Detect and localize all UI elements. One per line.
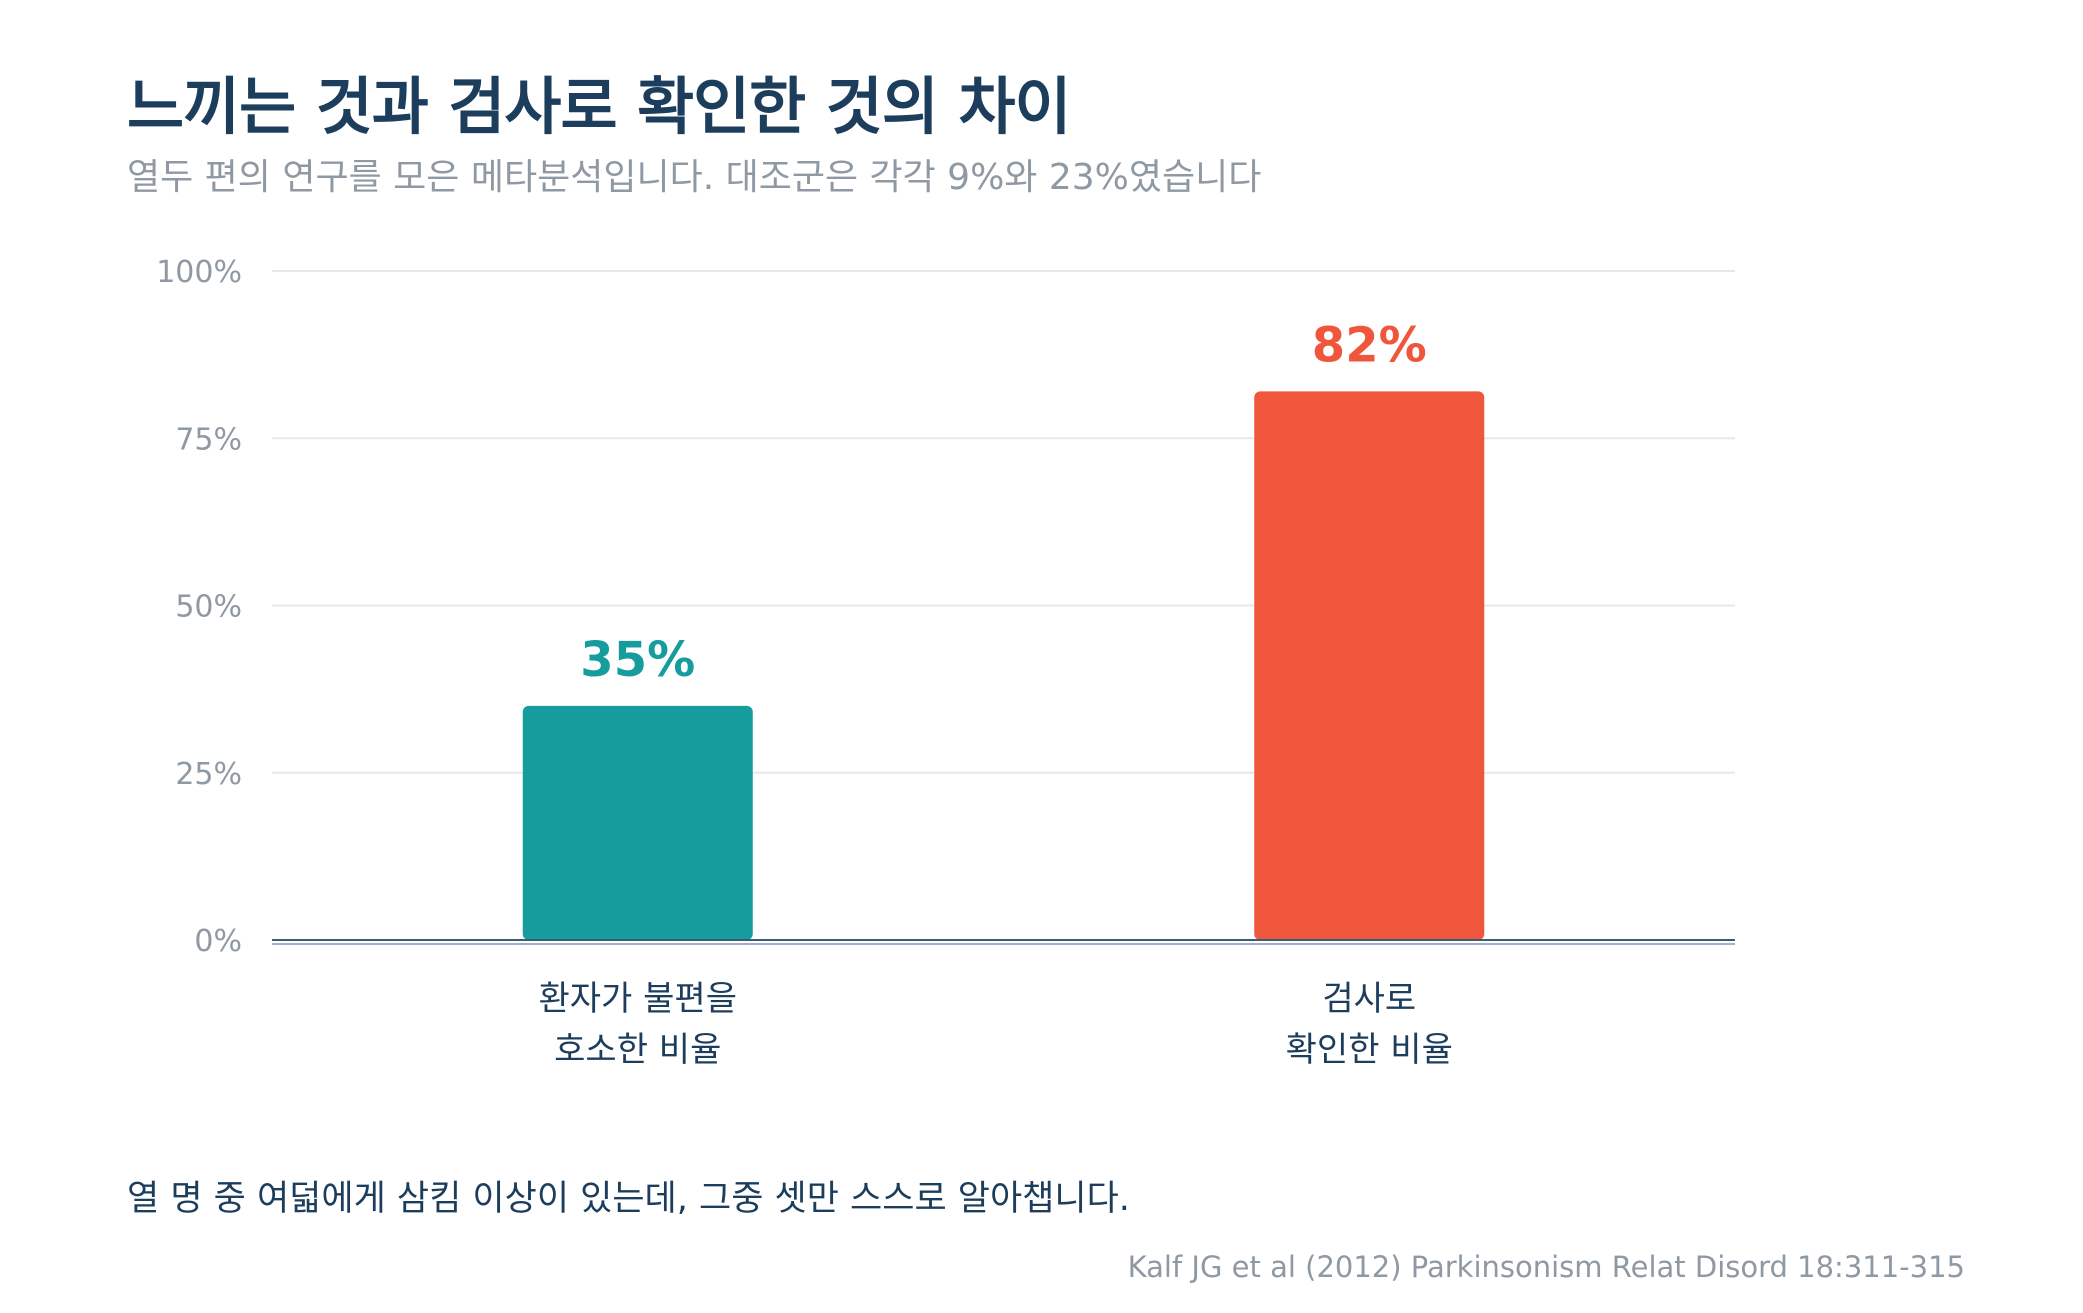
y-tick-label: 100% (156, 255, 242, 290)
y-tick-label: 25% (175, 757, 242, 792)
data-label: 82% (1312, 317, 1427, 373)
chart-subtitle: 열두 편의 연구를 모은 메타분석입니다. 대조군은 각각 9%와 23%였습니… (127, 157, 1262, 198)
bar (1254, 391, 1485, 940)
x-tick-label: 호소한 비율 (554, 1030, 721, 1070)
data-label: 35% (580, 632, 695, 688)
chart-title: 느끼는 것과 검사로 확인한 것의 차이 (127, 70, 1072, 143)
y-tick-label: 0% (194, 924, 242, 959)
footnote-text: 열 명 중 여덟에게 삼킴 이상이 있는데, 그중 셋만 스스로 알아챕니다. (127, 1179, 1130, 1219)
y-tick-label: 75% (175, 422, 242, 457)
x-tick-label: 검사로 (1322, 979, 1416, 1019)
y-tick-label: 50% (175, 590, 242, 625)
x-tick-label: 환자가 불편을 (539, 979, 738, 1019)
bar (522, 705, 753, 940)
x-tick-label: 확인한 비율 (1286, 1030, 1453, 1070)
source-citation: Kalf JG et al (2012) Parkinsonism Relat … (1127, 1250, 1965, 1284)
